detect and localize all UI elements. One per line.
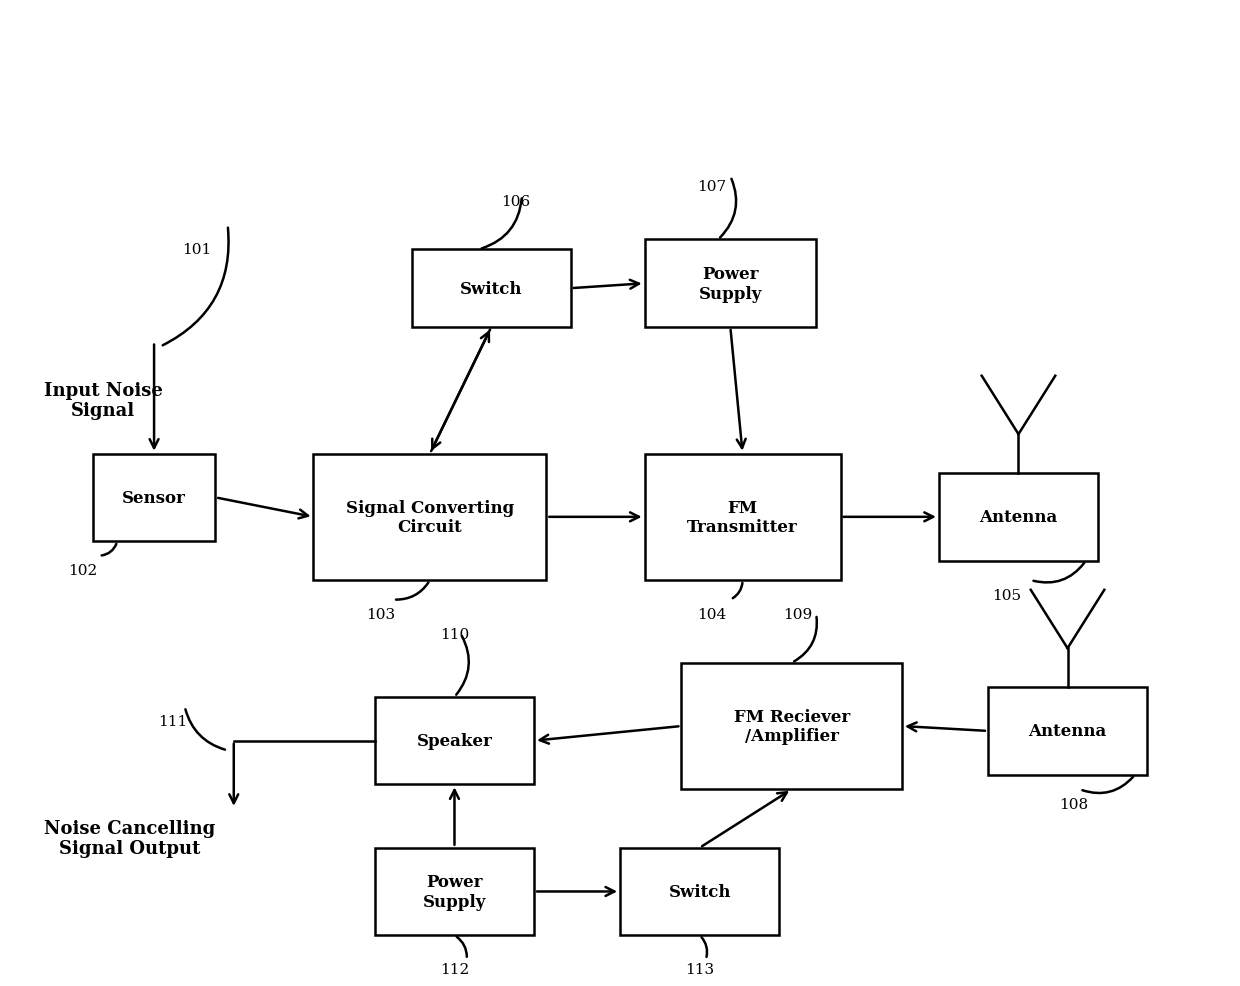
FancyBboxPatch shape <box>681 664 901 790</box>
Text: 101: 101 <box>182 243 212 257</box>
Text: Antenna: Antenna <box>980 509 1058 526</box>
Text: 103: 103 <box>366 607 396 621</box>
FancyBboxPatch shape <box>939 473 1099 561</box>
Text: 111: 111 <box>157 715 187 729</box>
Text: Antenna: Antenna <box>1028 723 1106 740</box>
Text: 110: 110 <box>440 627 469 641</box>
FancyBboxPatch shape <box>645 241 816 327</box>
Text: Switch: Switch <box>460 280 522 298</box>
Text: Signal Converting
Circuit: Signal Converting Circuit <box>346 499 515 535</box>
Text: 107: 107 <box>697 179 727 194</box>
Text: Power
Supply: Power Supply <box>698 265 763 303</box>
Text: Speaker: Speaker <box>417 733 492 749</box>
Text: Switch: Switch <box>668 883 730 900</box>
Text: Input Noise
Signal: Input Noise Signal <box>43 382 162 420</box>
FancyBboxPatch shape <box>645 455 841 581</box>
FancyBboxPatch shape <box>314 455 547 581</box>
FancyBboxPatch shape <box>93 455 216 541</box>
Text: Noise Cancelling
Signal Output: Noise Cancelling Signal Output <box>43 818 215 858</box>
FancyBboxPatch shape <box>988 687 1147 775</box>
Text: Sensor: Sensor <box>123 489 186 507</box>
Text: 113: 113 <box>686 962 714 976</box>
FancyBboxPatch shape <box>620 848 780 936</box>
Text: 105: 105 <box>992 588 1021 602</box>
Text: 104: 104 <box>697 607 727 621</box>
FancyBboxPatch shape <box>374 848 534 936</box>
Text: 109: 109 <box>784 607 812 621</box>
FancyBboxPatch shape <box>374 697 534 785</box>
Text: FM Reciever
/Amplifier: FM Reciever /Amplifier <box>734 708 849 744</box>
Text: 106: 106 <box>501 194 531 208</box>
Text: 112: 112 <box>440 962 469 976</box>
Text: 102: 102 <box>68 564 98 578</box>
Text: 108: 108 <box>1059 797 1089 811</box>
Text: FM
Transmitter: FM Transmitter <box>687 499 799 535</box>
Text: Power
Supply: Power Supply <box>423 874 486 910</box>
FancyBboxPatch shape <box>412 250 570 327</box>
